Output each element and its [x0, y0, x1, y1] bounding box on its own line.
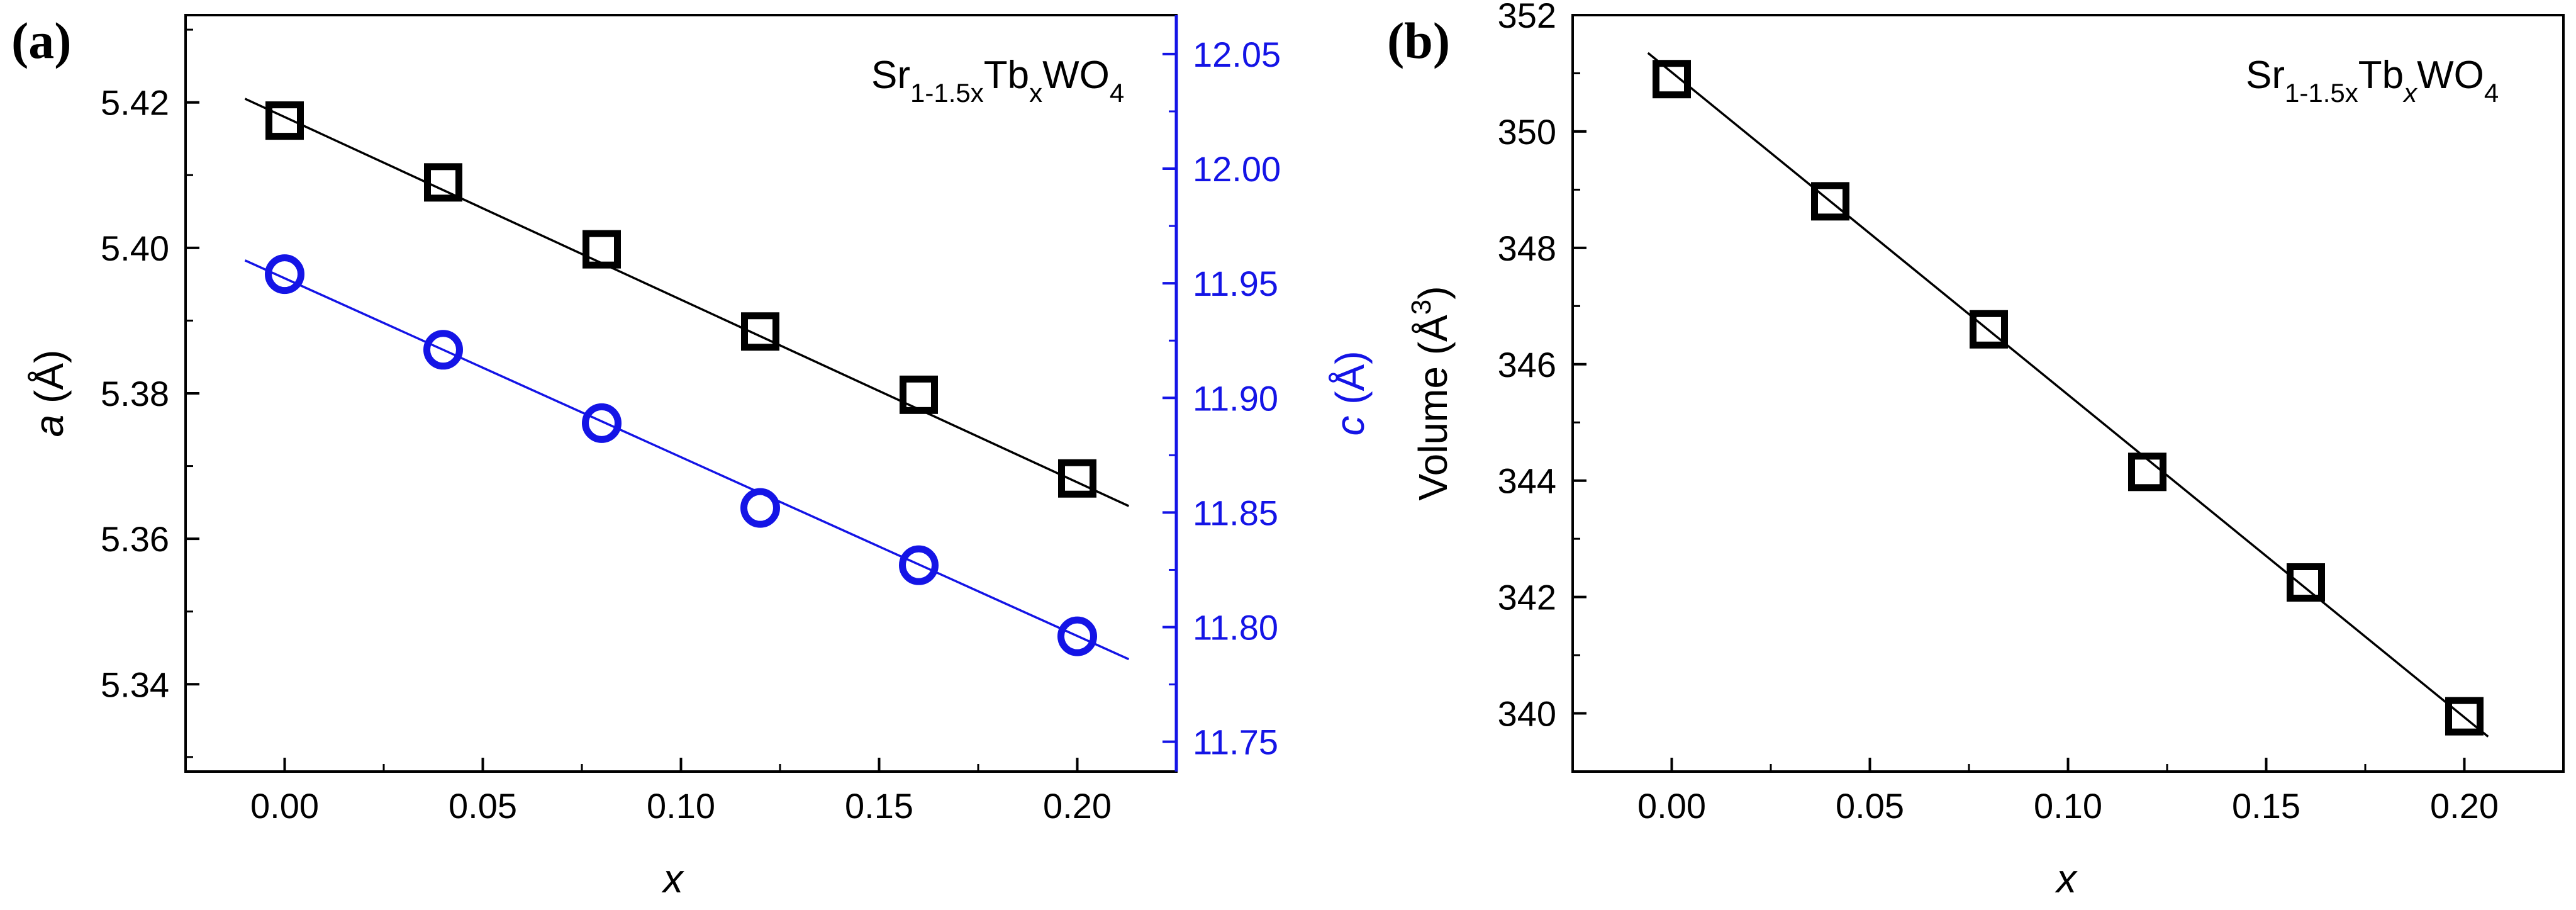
panel-a-y-right-tick-label: 11.85 [1193, 493, 1278, 532]
panel-a-y-right-sym: c [1327, 416, 1373, 436]
panel-b-formula-tb: Tb [2358, 53, 2404, 97]
panel-a-x-tick-label: 0.15 [845, 786, 913, 826]
panel-b-y-axis-title: Volume (Å3) [1406, 286, 1456, 500]
panel-b-point-volume [1970, 310, 2008, 349]
panel-b-plot-frame [1571, 14, 2565, 773]
panel-a-point-c [740, 488, 780, 528]
panel-b-y-title-sup: 3 [1406, 300, 1437, 315]
panel-b-y-tick-label: 342 [1498, 578, 1556, 617]
panel-a-y-right-title: c (Å) [1327, 351, 1373, 435]
panel-a-formula: Sr1-1.5xTbxWO4 [871, 53, 1124, 108]
panel-a-point-a [424, 163, 462, 202]
panel-a-y-right-tick-label: 11.90 [1193, 378, 1278, 418]
panel-a-formula-sub3: 4 [1110, 78, 1124, 108]
panel-a-label: (a) [11, 12, 72, 69]
panel-a-y-left-sym: a [26, 415, 72, 437]
panel-a-y-tick-label: 5.40 [101, 228, 169, 268]
panel-b-point-volume [2128, 452, 2166, 492]
panel-a-y-right-tick-label: 12.00 [1193, 149, 1281, 189]
panel-b-label: (b) [1387, 12, 1450, 69]
panel-b-x-tick-label: 0.10 [2034, 786, 2102, 826]
panel-b-y-tick-label: 346 [1498, 345, 1556, 385]
panel-a-y-right-unit: (Å) [1327, 351, 1373, 404]
panel-a-formula-wo: WO [1042, 53, 1110, 97]
panel-a-y-tick-label: 5.42 [101, 83, 169, 123]
panel-a-x-tick-label: 0.20 [1043, 786, 1112, 826]
panel-a-y-left-unit: (Å) [26, 350, 72, 403]
panel-b-fit-line-volume [1647, 52, 2489, 738]
panel-a-y-right-tick-label: 11.75 [1193, 722, 1278, 762]
panel-a-formula-sub1: 1-1.5x [910, 78, 984, 108]
panel-a-point-c [582, 403, 622, 443]
panel-a-y-left-title: a (Å) [26, 350, 72, 437]
panel-b-formula-sub3: 4 [2484, 78, 2499, 108]
panel-a-fit-line-c [244, 259, 1130, 661]
panel-a-point-c [265, 254, 304, 295]
panel-a-point-a [900, 375, 938, 414]
panel-b-x-tick-label: 0.15 [2232, 786, 2300, 826]
panel-b-y-tick-label: 348 [1498, 228, 1556, 268]
panel-b: (b) Sr1-1.5xTbxWO4 x Volume (Å3) [1387, 12, 2565, 901]
panel-a-point-c [1057, 616, 1097, 656]
panel-b-x-tick-label: 0.00 [1637, 786, 1706, 826]
panel-b-y-title-close: ) [1410, 286, 1456, 299]
panel-b-y-tick-label: 340 [1498, 694, 1556, 734]
panel-a-fit-line-a [244, 98, 1130, 507]
panel-a-formula-sr: Sr [871, 53, 910, 97]
panel-a-x-tick-label: 0.05 [449, 786, 517, 826]
panel-b-y-title-text: Volume (Å [1410, 315, 1456, 501]
panel-b-x-axis-title: x [2055, 856, 2078, 901]
chart-marks: 0.00 0.05 0.10 0.15 0.20 5.34 5.36 5.38 5.40 5.42… [101, 0, 2499, 826]
panel-a-x-axis-title: x [661, 856, 684, 901]
panel-b-point-volume [1653, 60, 1691, 99]
panel-b-x-tick-label: 0.05 [1836, 786, 1904, 826]
panel-a-point-a [265, 101, 304, 140]
panel-b-y-tick-label: 350 [1498, 112, 1556, 152]
panel-a-point-a [1058, 459, 1096, 498]
panel-a-formula-sub2: x [1029, 78, 1042, 108]
panel-a-y-right-tick-label: 11.95 [1193, 264, 1278, 303]
panel-a-formula-tb: Tb [984, 53, 1029, 97]
panel-b-formula: Sr1-1.5xTbxWO4 [2246, 53, 2499, 108]
panel-b-y-tick-label: 344 [1498, 461, 1556, 501]
panel-a-y-tick-label: 5.36 [101, 519, 169, 559]
panel-a-point-a [741, 312, 779, 351]
panel-a-point-a [583, 230, 621, 269]
panel-a: (a) Sr1-1.5xTbxWO4 x a (Å) c (Å) [11, 12, 1373, 901]
panel-a-y-tick-label: 5.38 [101, 374, 169, 413]
panel-b-x-tick-label: 0.20 [2430, 786, 2499, 826]
panel-b-formula-sub1: 1-1.5x [2285, 78, 2358, 108]
panel-b-point-volume [2287, 563, 2325, 602]
panel-a-x-tick-label: 0.00 [250, 786, 319, 826]
panel-b-point-volume [2445, 697, 2484, 736]
panel-a-plot-frame [184, 14, 1178, 773]
panel-b-formula-wo: WO [2417, 53, 2484, 97]
panel-a-point-c [423, 330, 463, 370]
panel-b-formula-sub2: x [2402, 78, 2418, 108]
panel-a-y-right-tick-label: 12.05 [1193, 35, 1281, 74]
panel-b-point-volume [1811, 182, 1849, 221]
panel-a-y-right-tick-label: 11.80 [1193, 608, 1278, 648]
panel-a-y-tick-label: 5.34 [101, 665, 169, 704]
panel-b-y-tick-label: 352 [1498, 0, 1556, 35]
panel-a-x-tick-label: 0.10 [647, 786, 715, 826]
panel-a-point-c [899, 545, 939, 585]
panel-b-formula-sr: Sr [2246, 53, 2285, 97]
